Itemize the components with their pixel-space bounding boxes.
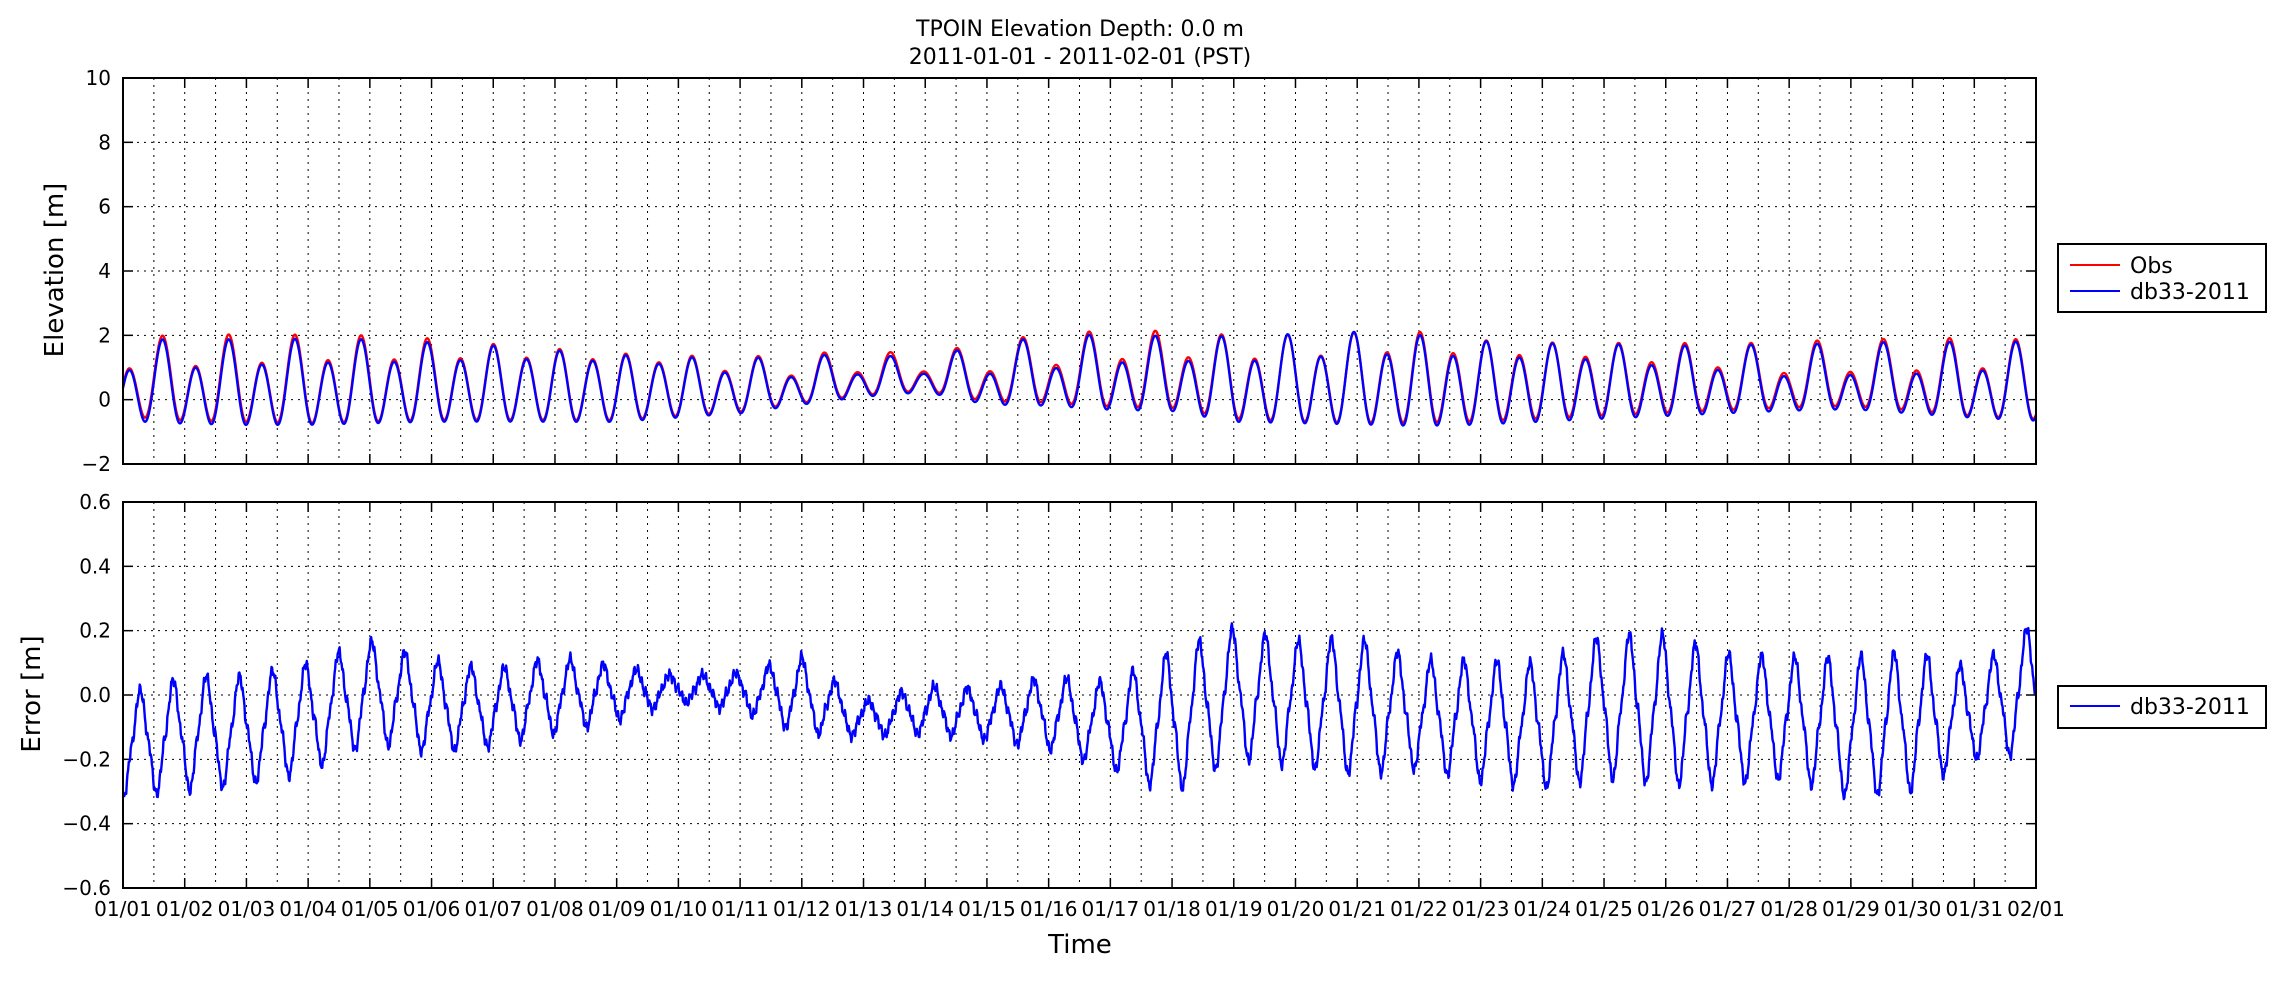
x-tick-label: 01/03: [218, 897, 276, 921]
x-tick-label: 01/28: [1760, 897, 1818, 921]
x-tick-label: 01/24: [1514, 897, 1572, 921]
y-tick-label: 8: [98, 130, 111, 154]
error-legend: db33-2011: [2057, 685, 2267, 729]
error-y-axis-label: Error [m]: [17, 635, 47, 752]
x-tick-label: 01/04: [279, 897, 337, 921]
x-tick-label: 01/13: [835, 897, 893, 921]
x-tick-label: 01/23: [1452, 897, 1510, 921]
x-tick-label: 01/30: [1884, 897, 1942, 921]
x-tick-label: 01/27: [1699, 897, 1757, 921]
y-tick-label: 0.2: [79, 619, 111, 643]
axes-frame: [122, 501, 2037, 889]
x-tick-label: 01/05: [341, 897, 399, 921]
elevation-y-axis-label: Elevation [m]: [40, 183, 70, 358]
x-tick-label: 01/22: [1390, 897, 1448, 921]
x-tick-label: 01/07: [464, 897, 522, 921]
legend-label-error: db33-2011: [2130, 695, 2250, 720]
y-tick-label: 0: [98, 388, 111, 412]
x-tick-label: 01/15: [958, 897, 1016, 921]
x-tick-label: 01/18: [1143, 897, 1201, 921]
y-tick-label: −0.6: [62, 876, 111, 900]
x-tick-label: 01/10: [650, 897, 708, 921]
x-axis-label: Time: [1047, 930, 1112, 960]
y-tick-label: 0.4: [79, 554, 111, 578]
x-tick-label: 01/09: [588, 897, 646, 921]
x-tick-label: 01/16: [1020, 897, 1078, 921]
y-tick-label: 4: [98, 259, 111, 283]
y-tick-label: −0.4: [62, 812, 111, 836]
legend-label-obs: Obs: [2130, 254, 2173, 279]
x-tick-label: 01/11: [711, 897, 769, 921]
error-panel: −0.6−0.4−0.20.00.20.40.601/01 01/02 01/03 0…: [62, 490, 2064, 921]
x-tick-label: 01/08: [526, 897, 584, 921]
y-tick-label: −2: [82, 452, 111, 476]
x-tick-label: 01/14: [896, 897, 954, 921]
x-tick-label: 01/19: [1205, 897, 1263, 921]
series-line-db33-2011: [121, 330, 2038, 427]
x-tick-label: 01/31: [1945, 897, 2003, 921]
x-tick-label: 01/20: [1267, 897, 1325, 921]
chart-subtitle: 2011-01-01 - 2011-02-01 (PST): [909, 45, 1251, 70]
x-tick-label: 01/12: [773, 897, 831, 921]
axes-frame: [122, 77, 2037, 465]
x-tick-label: 01/21: [1328, 897, 1386, 921]
y-tick-label: −0.2: [62, 747, 111, 771]
legend-label-model: db33-2011: [2130, 280, 2250, 305]
x-tick-label: 01/29: [1822, 897, 1880, 921]
y-tick-label: 0.6: [79, 490, 111, 514]
x-tick-label: 01/06: [403, 897, 461, 921]
elevation-panel: −2 0 2 4 6 8 10: [82, 66, 2038, 476]
x-tick-label: 01/25: [1575, 897, 1633, 921]
series-line-db33-2011: [121, 622, 2038, 801]
y-tick-label: 2: [98, 323, 111, 347]
x-tick-label: 01/02: [156, 897, 214, 921]
elevation-legend-frame: [2057, 243, 2267, 313]
y-tick-label: 10: [86, 66, 111, 90]
y-tick-label: 6: [98, 195, 111, 219]
chart-title: TPOIN Elevation Depth: 0.0 m: [915, 17, 1244, 42]
elevation-legend: Obs db33-2011: [2057, 243, 2267, 313]
y-tick-label: 0.0: [79, 683, 111, 707]
x-tick-label: 01/26: [1637, 897, 1695, 921]
x-tick-label: 01/01: [94, 897, 152, 921]
x-tick-label: 01/17: [1082, 897, 1140, 921]
x-tick-label: 02/01: [2007, 897, 2065, 921]
